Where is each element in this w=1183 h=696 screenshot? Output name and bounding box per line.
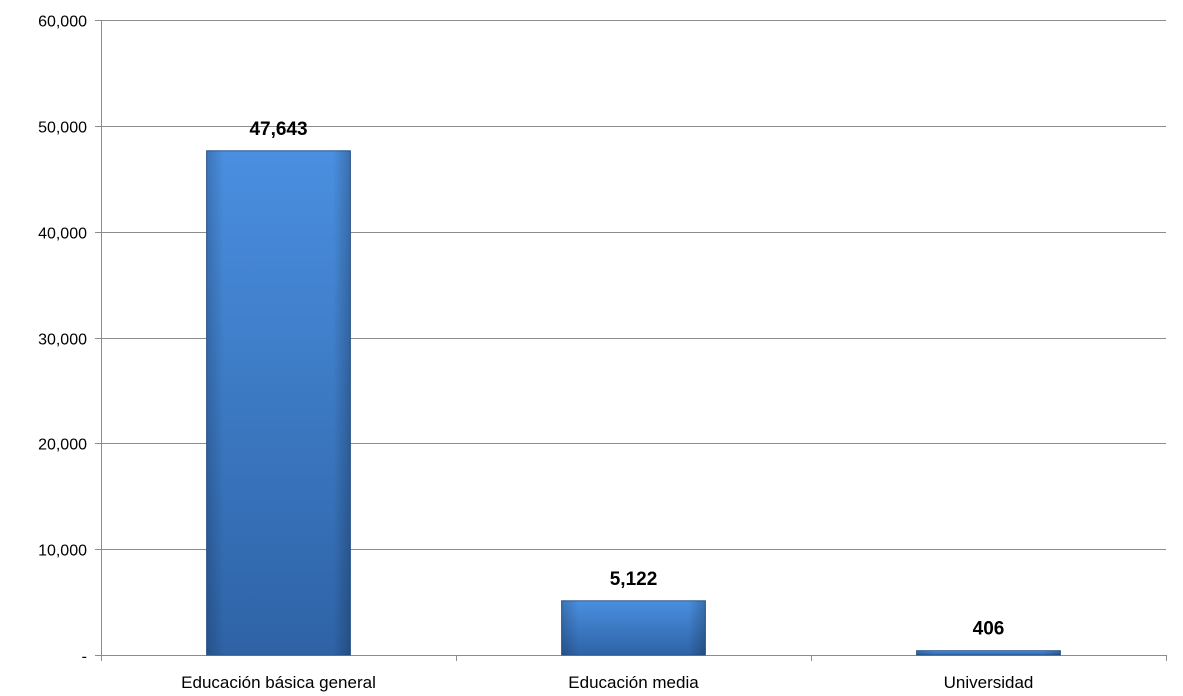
labels: - 10,000 20,000 30,000 40,000 50,000 60,000 47,… — [38, 14, 1033, 693]
data-label: 5,122 — [610, 569, 658, 590]
category-label: Educación media — [568, 673, 699, 692]
bar-shade — [206, 150, 351, 655]
y-tick-label: 10,000 — [38, 543, 87, 560]
bars — [206, 150, 1061, 656]
y-tick-label: 60,000 — [38, 14, 87, 31]
y-tick-label: 30,000 — [38, 332, 87, 349]
bar-shade — [561, 600, 706, 655]
y-tick-label: 20,000 — [38, 437, 87, 454]
y-tick-label: - — [82, 649, 87, 666]
data-label: 47,643 — [249, 119, 307, 140]
category-label: Educación básica general — [181, 673, 376, 692]
category-label: Universidad — [944, 673, 1034, 692]
y-tick-label: 50,000 — [38, 120, 87, 137]
data-label: 406 — [973, 619, 1005, 640]
bar-shade — [916, 650, 1061, 655]
y-tick-label: 40,000 — [38, 226, 87, 243]
